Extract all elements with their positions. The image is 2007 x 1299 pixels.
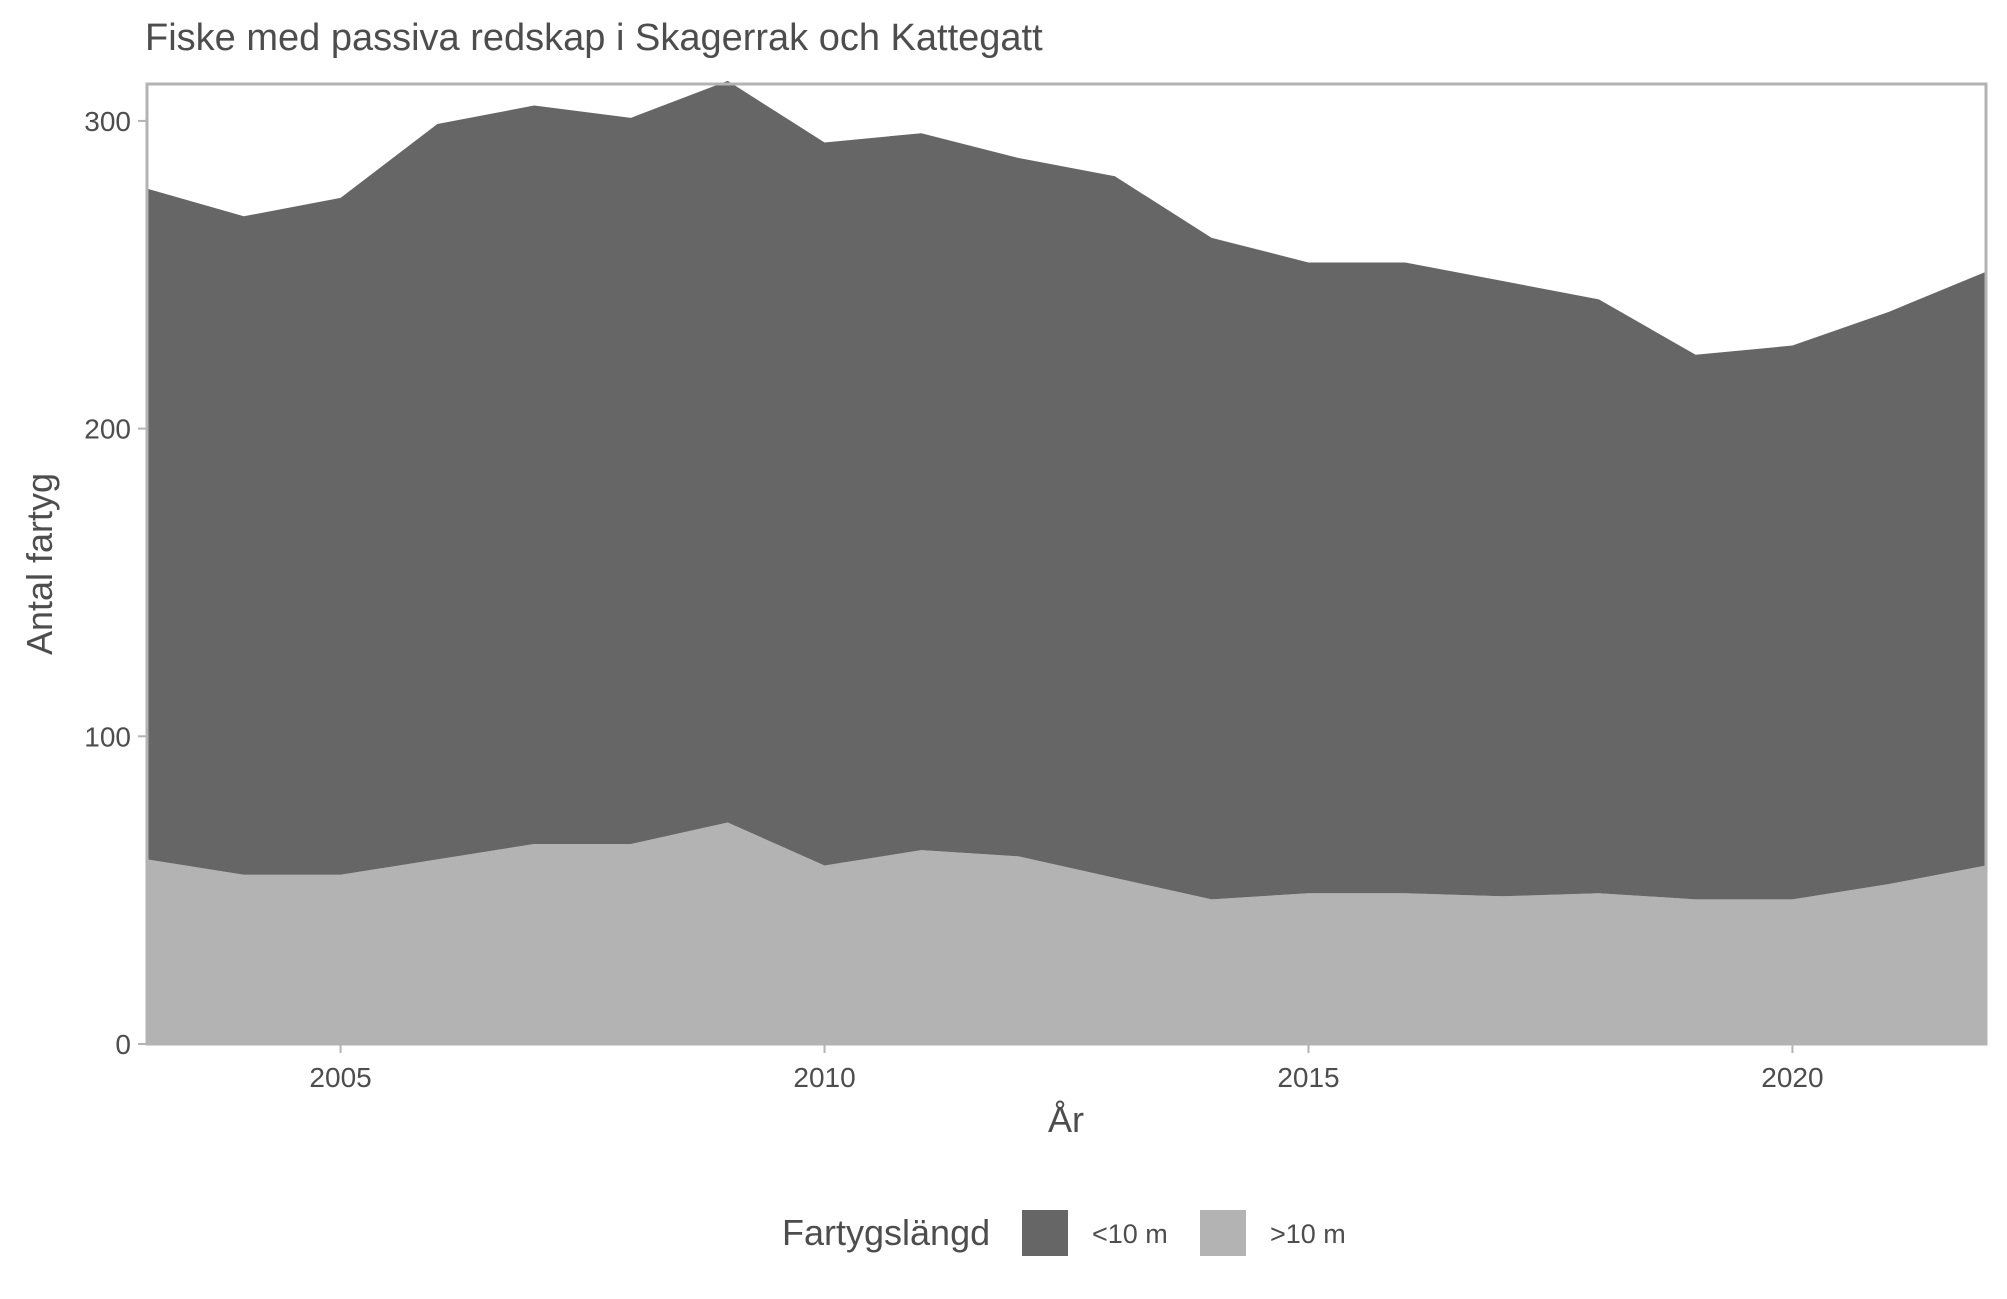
y-tick-label: 100 <box>84 721 131 752</box>
area-series-under-10m <box>147 80 1986 900</box>
x-tick-label: 2010 <box>793 1062 855 1093</box>
x-axis: 2005 2010 2015 2020 <box>309 1044 1824 1093</box>
x-tick-label: 2005 <box>309 1062 371 1093</box>
plot-border <box>145 82 1988 1046</box>
legend-key-over-10m <box>1200 1210 1246 1256</box>
chart-title: Fiske med passiva redskap i Skagerrak oc… <box>145 17 1043 59</box>
legend-label: <10 m <box>1092 1219 1168 1249</box>
area-series-over-10m <box>147 822 1986 1044</box>
legend-title: Fartygslängd <box>782 1212 990 1253</box>
x-axis-title: År <box>1048 1099 1084 1140</box>
y-axis-title: Antal fartyg <box>19 473 60 655</box>
stacked-areas <box>147 80 1986 1044</box>
y-tick-label: 200 <box>84 414 131 445</box>
y-tick-label: 300 <box>84 106 131 137</box>
y-tick-label: 0 <box>115 1029 131 1060</box>
x-tick-label: 2020 <box>1761 1062 1823 1093</box>
legend: Fartygslängd <10 m >10 m <box>782 1210 1346 1256</box>
y-axis: 0 100 200 300 <box>84 106 147 1060</box>
x-tick-label: 2015 <box>1277 1062 1339 1093</box>
legend-label: >10 m <box>1270 1219 1346 1249</box>
legend-key-under-10m <box>1022 1210 1068 1256</box>
